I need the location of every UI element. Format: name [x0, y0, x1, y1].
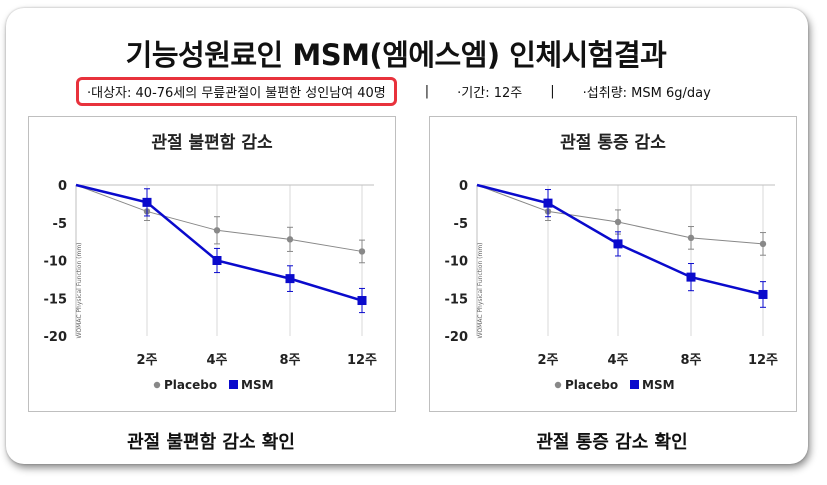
- x-tick-label: 8주: [279, 353, 300, 368]
- y-axis-label: WOMAC Physical Function (mm): [477, 242, 484, 338]
- legend-label-msm: MSM: [642, 378, 675, 392]
- chart-title: 관절 불편함 감소: [151, 132, 273, 153]
- data-point-placebo: [213, 227, 221, 234]
- y-axis-label: WOMAC Physical Function (mm): [76, 242, 83, 338]
- data-point-msm: [142, 197, 152, 207]
- separator: |: [550, 83, 555, 99]
- chart-title: 관절 통증 감소: [560, 132, 666, 153]
- legend-marker-msm: [229, 380, 238, 389]
- y-tick-label: 0: [459, 179, 468, 194]
- data-point-placebo: [687, 234, 695, 242]
- y-tick-label: -5: [454, 217, 468, 232]
- subjects-info: ·대상자: 40-76세의 무릎관절이 불편한 성인남여 40명: [76, 76, 397, 106]
- x-tick-label: 2주: [537, 353, 558, 368]
- page-title: 기능성원료인 MSM(엠에스엠) 인체시험결과: [125, 38, 667, 72]
- data-point-msm: [212, 256, 222, 265]
- y-tick-label: -10: [445, 255, 469, 270]
- legend-label-placebo: Placebo: [565, 378, 618, 392]
- data-point-placebo: [358, 248, 366, 255]
- legend-marker-placebo: [554, 381, 562, 389]
- data-point-msm: [543, 198, 553, 208]
- study-info: ·대상자: 40-76세의 무릎관절이 불편한 성인남여 40명 | ·기간: …: [76, 76, 711, 106]
- legend-marker-msm: [630, 380, 639, 389]
- y-tick-label: -15: [445, 292, 469, 307]
- data-point-msm: [285, 274, 295, 284]
- data-point-msm: [758, 289, 768, 299]
- series-line-placebo: [476, 184, 764, 245]
- legend-marker-placebo: [153, 381, 161, 389]
- y-tick-label: -15: [44, 292, 68, 307]
- x-tick-label: 12주: [347, 353, 377, 368]
- data-point-placebo: [759, 240, 767, 248]
- x-tick-label: 4주: [607, 353, 628, 368]
- series-line-msm: [75, 183, 363, 302]
- caption-discomfort: 관절 불편함 감소 확인: [127, 432, 295, 453]
- separator: |: [424, 83, 430, 99]
- caption-pain: 관절 통증 감소 확인: [536, 432, 688, 453]
- y-tick-label: -10: [44, 255, 68, 270]
- data-point-msm: [613, 239, 623, 249]
- chart-discomfort: 관절 불편함 감소 0 -5 -10 -15 -20 2주 4주 8주 12주 WOMAC Phys…: [44, 132, 378, 392]
- y-tick-label: -20: [445, 330, 469, 345]
- period-info: ·기간: 12주: [457, 85, 523, 101]
- y-tick-label: -5: [53, 217, 67, 232]
- chart-panel-discomfort: 관절 불편함 감소 0 -5 -10 -15 -20 2주 4주 8주 12주 WOMAC Phys…: [28, 116, 396, 412]
- x-tick-label: 4주: [206, 353, 227, 368]
- intake-info: ·섭취량: MSM 6g/day: [582, 85, 711, 101]
- y-tick-label: -20: [44, 330, 68, 345]
- x-tick-label: 12주: [748, 353, 778, 368]
- data-point-placebo: [286, 236, 294, 243]
- data-point-msm: [357, 296, 367, 306]
- chart-panel-pain: 관절 통증 감소 0 -5 -10 -15 -20 2주 4주 8주 12주 WOMAC Physi…: [429, 116, 797, 412]
- data-point-msm: [686, 272, 696, 282]
- data-point-placebo: [614, 218, 622, 226]
- chart-pain: 관절 통증 감소 0 -5 -10 -15 -20 2주 4주 8주 12주 WOMAC Physi…: [445, 132, 779, 392]
- y-tick-label: 0: [58, 179, 67, 194]
- legend-label-msm: MSM: [241, 378, 274, 392]
- legend-label-placebo: Placebo: [164, 378, 217, 392]
- x-tick-label: 8주: [680, 353, 701, 368]
- x-tick-label: 2주: [136, 353, 157, 368]
